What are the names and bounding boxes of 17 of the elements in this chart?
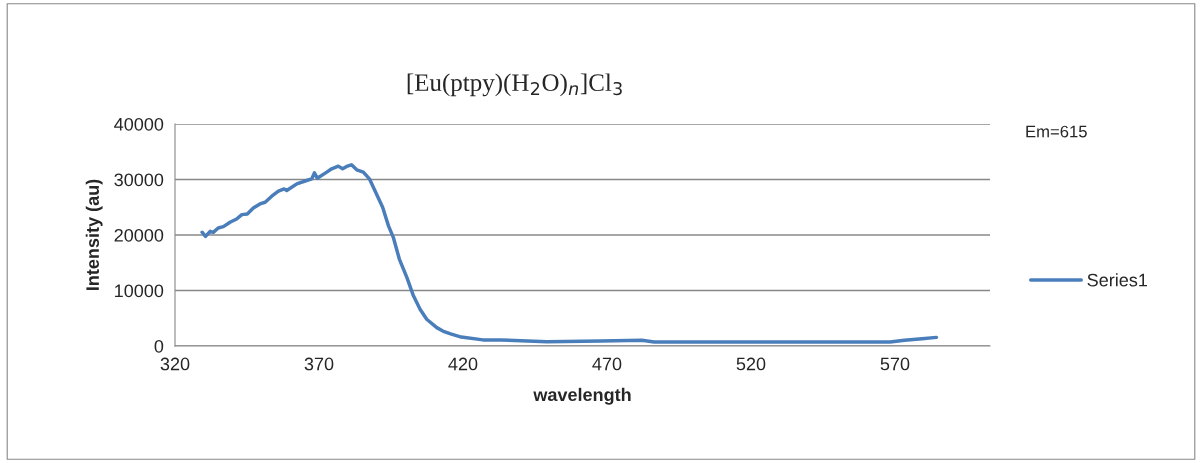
x-tick-label: 520: [736, 357, 766, 371]
chart-title: [Eu(ptpy)(H$_{2}$O)$_{n}$]Cl$_{3}$: [407, 73, 622, 97]
x-axis-title: wavelength: [533, 387, 631, 405]
x-tick-label: 420: [448, 357, 478, 371]
y-axis-title: Intensity (au): [85, 179, 103, 290]
y-tick-label: 10000: [115, 284, 164, 298]
y-tick-label: 20000: [114, 228, 164, 242]
x-tick-label: 570: [880, 357, 910, 371]
text: Em=615: [1026, 125, 1087, 138]
line-series: [200, 163, 939, 344]
x-tick-label: 470: [592, 357, 622, 371]
y-tick-label: 0: [154, 339, 164, 353]
x-tick-label: 370: [304, 357, 334, 371]
x-tick-label: 320: [160, 357, 190, 371]
legend-label: Series1: [1087, 273, 1148, 287]
y-tick-label: 30000: [114, 173, 164, 187]
y-tick-label: 40000: [114, 117, 164, 131]
